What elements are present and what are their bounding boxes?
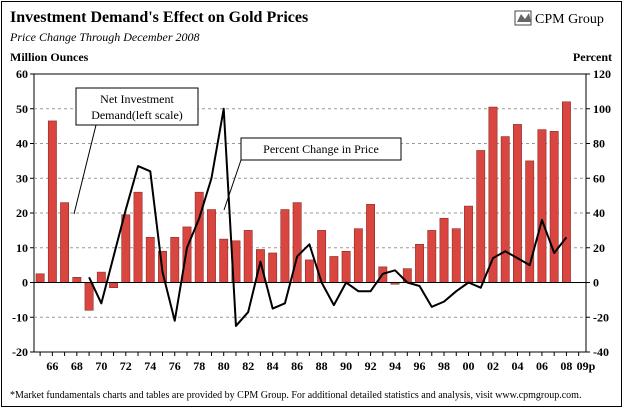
x-tick-label: 76	[169, 359, 181, 373]
bar-2003	[500, 136, 510, 283]
x-tick-label: 90	[340, 359, 352, 373]
right-tick-label: -40	[593, 345, 609, 359]
x-tick-label: 86	[291, 359, 303, 373]
bar-1980	[219, 238, 229, 283]
bar-1999	[451, 228, 461, 283]
x-tick-label: 80	[218, 359, 230, 373]
right-tick-label: 40	[593, 206, 605, 220]
callout-percent-change-label: Percent Change in Price	[263, 142, 379, 156]
x-tick-label: 70	[95, 359, 107, 373]
bar-1974	[145, 237, 155, 283]
bar-1971	[109, 282, 118, 288]
percent-change-polyline	[88, 107, 568, 327]
bar-1984	[268, 252, 278, 283]
bar-2006	[537, 129, 547, 283]
bar-1997	[427, 230, 437, 283]
left-tick-label: -20	[12, 345, 28, 359]
bar-1972	[121, 214, 131, 283]
right-tick-label: -20	[593, 310, 609, 324]
left-axis-ticks: 60 50 40 30 20 10 0 -10 -20	[12, 67, 34, 359]
callout-percent-change: Percent Change in Price	[223, 137, 402, 211]
right-axis-title: Percent	[573, 50, 612, 64]
bar-1969	[84, 282, 94, 311]
x-tick-label: 72	[120, 359, 132, 373]
left-tick-label: 40	[16, 137, 28, 151]
x-tick-label: 98	[438, 359, 450, 373]
x-tick-label: 68	[71, 359, 83, 373]
right-axis-ticks: 120 100 80 60 40 20 0 -20 -40	[586, 67, 611, 359]
bar-1996	[415, 244, 424, 283]
right-tick-label: 100	[593, 102, 611, 116]
right-tick-label: 80	[593, 137, 605, 151]
x-axis-ticks: 66 68 70 72 74 76 78 80 82 84 86 88 90 92 94 96 98 00 02 04…	[39, 352, 596, 373]
x-tick-label: 09p	[577, 359, 596, 373]
x-tick-label: 02	[487, 359, 499, 373]
x-tick-label: 88	[316, 359, 328, 373]
left-tick-label: 0	[22, 276, 28, 290]
bar-1990	[341, 250, 351, 283]
bar-1977	[182, 226, 192, 283]
bar-1973	[133, 191, 143, 283]
bar-1998	[439, 217, 449, 283]
callout-net-investment-line1: Net Investment	[100, 92, 174, 106]
brand-name: CPM Group	[535, 12, 604, 27]
x-tick-label: 66	[46, 359, 58, 373]
bar-1989	[329, 256, 339, 283]
left-tick-label: 50	[16, 102, 28, 116]
left-axis-title: Million Ounces	[10, 50, 89, 64]
x-tick-label: 04	[511, 359, 523, 373]
cpm-logo-icon	[514, 10, 532, 26]
x-tick-label: 84	[267, 359, 279, 373]
bar-1970	[96, 271, 106, 283]
x-tick-label: 78	[193, 359, 205, 373]
bar-2001	[476, 150, 486, 283]
x-tick-label: 00	[463, 359, 475, 373]
bar-1979	[207, 209, 216, 283]
left-tick-label: 20	[16, 206, 28, 220]
bar-1985	[280, 209, 290, 283]
bar-1976	[170, 237, 180, 283]
x-tick-label: 82	[242, 359, 254, 373]
footnote: *Market fundamentals charts and tables a…	[10, 390, 581, 401]
x-tick-label: 94	[389, 359, 401, 373]
investment-bars	[35, 101, 571, 311]
bar-1967	[60, 202, 70, 283]
left-tick-label: 30	[16, 171, 28, 185]
bar-1965	[35, 273, 45, 283]
bar-1992	[366, 204, 375, 283]
x-tick-label: 92	[365, 359, 377, 373]
x-tick-label: 08	[560, 359, 572, 373]
bar-1991	[353, 228, 363, 283]
bar-1982	[243, 230, 253, 283]
right-tick-label: 120	[593, 67, 611, 81]
callout-net-investment-line2: Demand(left scale)	[91, 108, 183, 122]
left-tick-label: 10	[16, 241, 28, 255]
x-tick-label: 06	[536, 359, 548, 373]
right-tick-label: 60	[593, 171, 605, 185]
bar-1987	[304, 259, 314, 283]
bar-2007	[549, 131, 559, 283]
chart-subtitle: Price Change Through December 2008	[9, 30, 200, 44]
left-tick-label: -10	[12, 310, 28, 324]
chart-title: Investment Demand's Effect on Gold Price…	[10, 9, 308, 26]
bar-2008	[562, 101, 571, 283]
left-tick-label: 60	[16, 67, 28, 81]
x-tick-label: 74	[144, 359, 156, 373]
callout-net-investment: Net Investment Demand(left scale)	[73, 87, 199, 215]
price-change-line	[88, 107, 568, 327]
bar-1968	[72, 277, 82, 283]
bar-1966	[47, 120, 57, 283]
x-tick-label: 96	[414, 359, 426, 373]
bar-2000	[464, 205, 473, 283]
right-tick-label: 0	[593, 276, 599, 290]
right-tick-label: 20	[593, 241, 605, 255]
